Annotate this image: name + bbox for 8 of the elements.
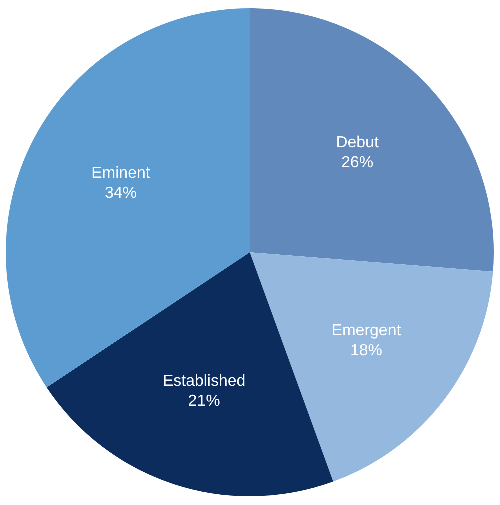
slice-label: Emergent bbox=[332, 322, 402, 340]
data-label: 26% bbox=[342, 154, 374, 172]
data-label: 18% bbox=[350, 342, 383, 360]
data-label: 21% bbox=[188, 392, 220, 410]
slice-label: Debut bbox=[336, 134, 380, 152]
slice-label: Eminent bbox=[92, 164, 151, 182]
data-label: 34% bbox=[104, 184, 137, 202]
slice-label: Established bbox=[162, 372, 246, 390]
